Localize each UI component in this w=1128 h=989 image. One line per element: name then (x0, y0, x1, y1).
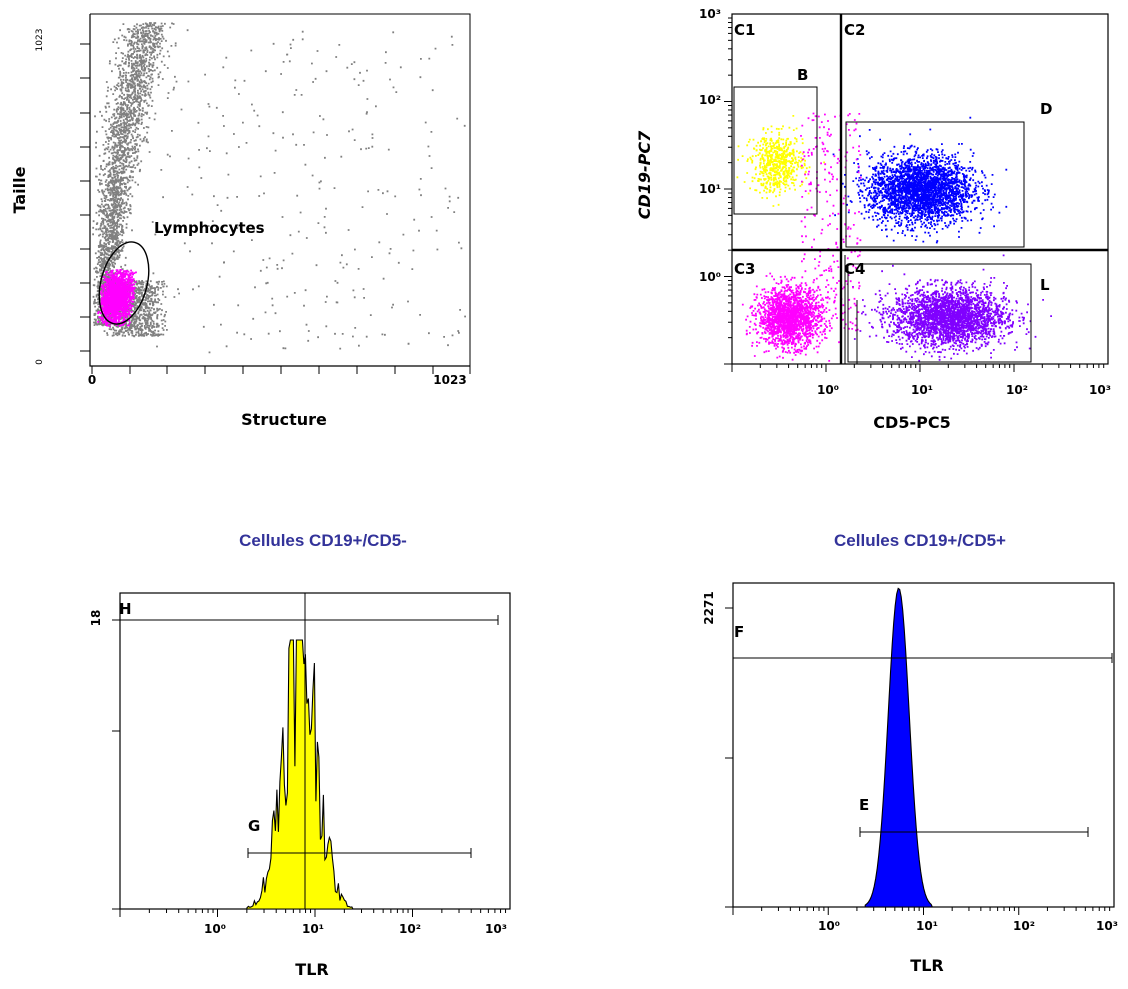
gate-b[interactable] (733, 86, 818, 215)
hist-cd5-neg-title: Cellules CD19+/CD5- (239, 531, 407, 550)
p2-y-tick-2: 10² (699, 93, 721, 107)
p1-x-tick-0: 0 (88, 373, 96, 387)
p4-histogram-area (864, 587, 934, 908)
p2-event-dots (736, 112, 1052, 362)
p1-axis-frame-right (90, 13, 471, 366)
p4-ticks (725, 607, 1111, 915)
gate-f-label: F (734, 623, 744, 641)
p4-x-tick-2: 10¹ (916, 919, 938, 933)
p1-y-tick-bottom: 0 (35, 359, 45, 365)
hist-cd5-pos-title: Cellules CD19+/CD5+ (834, 531, 1006, 550)
p2-y-tick-3: 10¹ (699, 182, 721, 196)
p1-x-axis-label: Structure (241, 410, 327, 429)
p2-x-tick-1: 10⁰ (817, 383, 839, 397)
p2-x-axis-label: CD5-PC5 (873, 413, 950, 432)
p2-population-b (736, 115, 825, 207)
p2-population-c3 (741, 272, 857, 362)
p1-lymphocyte-events (97, 269, 137, 328)
p3-y-tick-max: 18 (89, 610, 103, 627)
p2-y-tick-4: 10⁰ (699, 270, 721, 284)
p2-y-tick-1: 10³ (699, 7, 721, 21)
p4-x-tick-1: 10⁰ (818, 919, 840, 933)
p3-x-tick-3: 10² (399, 922, 421, 936)
p2-x-tick-3: 10² (1006, 383, 1028, 397)
gate-e-label: E (859, 796, 869, 814)
gate-d-label: D (1040, 100, 1052, 118)
gate-d[interactable] (845, 121, 1025, 248)
p3-ticks (112, 619, 507, 917)
p2-population-d (832, 116, 1008, 244)
gate-l-label: L (1040, 276, 1050, 294)
p1-event-dots (92, 22, 466, 354)
p3-x-tick-2: 10¹ (302, 922, 324, 936)
panel-cd5-cd19: C1 C2 C3 C4 B D L 10⁰ 10¹ 10² 10³ 10³ 10… (635, 7, 1111, 432)
p4-x-tick-3: 10² (1013, 919, 1035, 933)
quadrant-c3-label: C3 (734, 260, 755, 278)
p1-y-tick-top: 1023 (35, 29, 45, 52)
p1-x-tick-1023: 1023 (433, 373, 466, 387)
p2-y-axis-label: CD19-PC7 (635, 130, 654, 219)
p3-x-axis-label: TLR (295, 960, 328, 979)
p3-histogram-area (246, 639, 354, 910)
p3-x-tick-4: 10³ (485, 922, 507, 936)
p3-x-tick-1: 10⁰ (204, 922, 226, 936)
lymphocytes-gate[interactable] (91, 236, 157, 329)
p1-ticks (80, 43, 471, 374)
p4-x-tick-4: 10³ (1096, 919, 1118, 933)
p2-x-tick-4: 10³ (1089, 383, 1111, 397)
gate-g-label: G (248, 817, 260, 835)
p2-x-tick-2: 10¹ (911, 383, 933, 397)
p2-population-l (852, 254, 1052, 362)
gate-l[interactable] (847, 263, 1032, 363)
p1-axis-frame-left (89, 14, 470, 367)
panel-structure-taille: Lymphocytes 0 1023 1023 0 Structure Tail… (10, 13, 471, 429)
p1-y-axis-label: Taille (10, 166, 29, 213)
panel-hist-cd5-neg: Cellules CD19+/CD5- H G 18 10⁰ 10¹ 10² 1… (89, 531, 511, 979)
quadrant-c1-label: C1 (734, 21, 755, 39)
p4-y-tick-max: 2271 (702, 591, 716, 624)
gate-b-label: B (797, 66, 808, 84)
panel-hist-cd5-pos: Cellules CD19+/CD5+ F E 2271 10⁰ 10¹ 10²… (702, 531, 1118, 975)
quadrant-c4-label: C4 (844, 260, 865, 278)
gate-h-label: H (119, 600, 132, 618)
lymphocytes-label: Lymphocytes (154, 219, 265, 237)
p4-plot-frame (732, 582, 1115, 908)
p2-ticks (724, 17, 1105, 372)
p4-x-axis-label: TLR (910, 956, 943, 975)
quadrant-c2-label: C2 (844, 21, 865, 39)
p1-grey-events (92, 22, 466, 354)
